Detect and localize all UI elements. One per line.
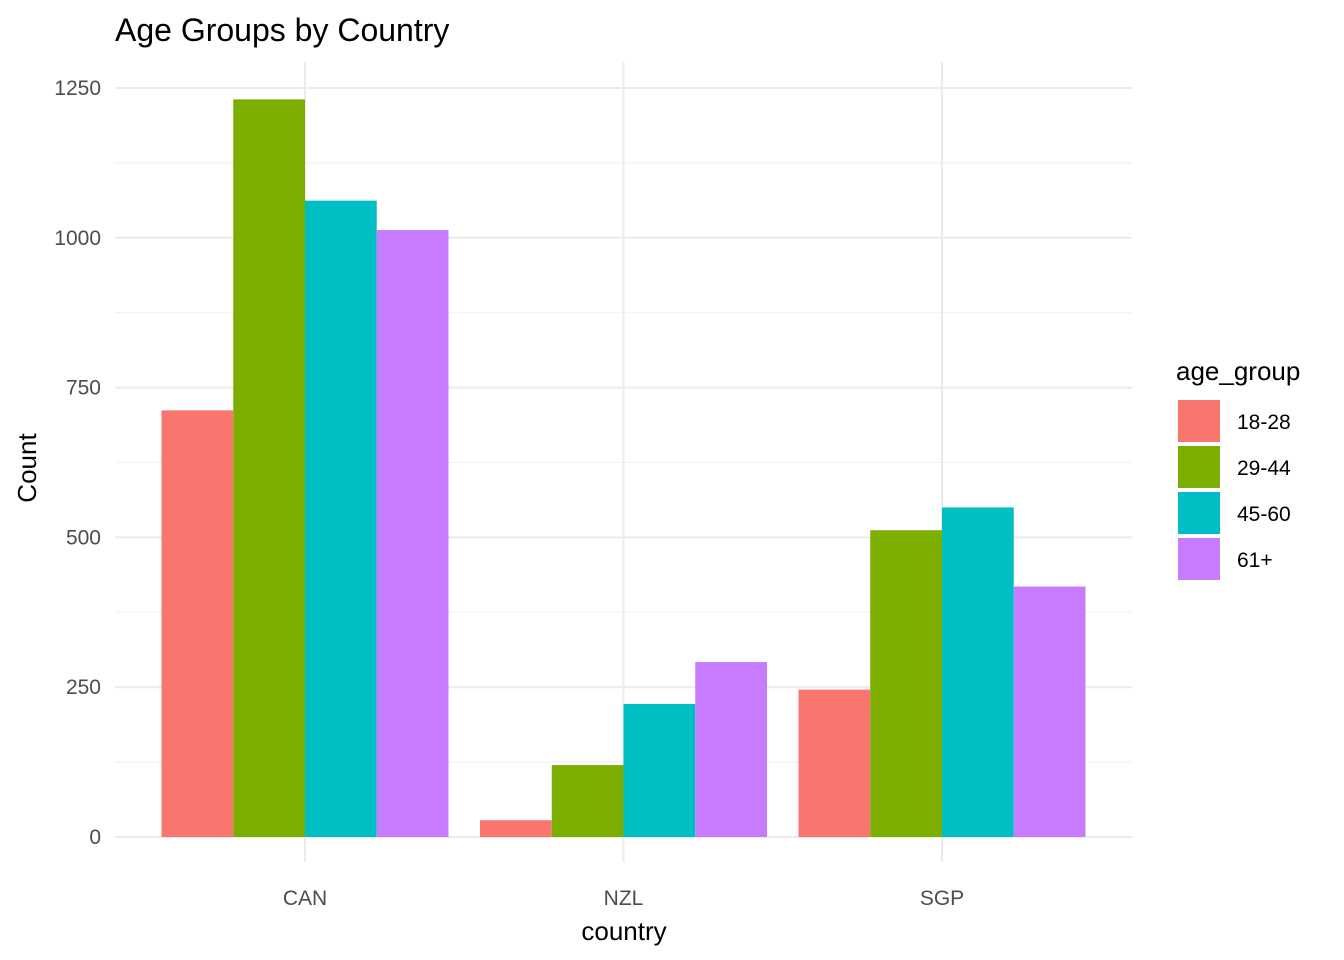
y-tick-label: 0 [89,826,101,849]
y-axis-title: Count [12,433,42,503]
x-tick-label: CAN [283,887,327,910]
bar-sgp-29-44 [870,530,942,837]
bar-can-29-44 [233,99,305,837]
y-tick-label: 1000 [54,227,101,250]
bar-nzl-45-60 [623,703,696,837]
bar-sgp-45-60 [942,507,1014,837]
legend-key [1178,492,1220,534]
x-tick-label: NZL [604,887,644,910]
x-tick-label: SGP [920,887,964,910]
legend-label: 29-44 [1237,457,1291,480]
y-tick-label: 500 [66,526,101,549]
bar-nzl-18-28 [480,820,552,837]
legend: age_group 18-28 29-44 45-60 61+ [1176,356,1300,580]
legend-label: 18-28 [1237,411,1291,434]
legend-key [1178,538,1220,580]
legend-label: 45-60 [1237,503,1291,526]
bar-nzl-61plus [695,662,767,837]
chart-title: Age Groups by Country [115,12,449,48]
bars [161,99,1086,838]
y-tick-label: 750 [66,377,101,400]
y-tick-label: 250 [66,676,101,699]
x-axis-title: country [581,916,666,946]
legend-key [1178,446,1220,488]
bar-nzl-29-44 [551,765,624,837]
y-tick-label: 1250 [54,77,101,100]
y-axis-ticks: 0 250 500 750 1000 1250 [54,77,101,849]
legend-title: age_group [1176,356,1300,386]
bar-can-45-60 [305,200,377,837]
bar-can-18-28 [161,410,234,837]
bar-sgp-61plus [1013,586,1086,837]
x-axis-ticks: CAN NZL SGP [283,887,964,910]
bar-sgp-18-28 [798,689,871,837]
legend-key [1178,400,1220,442]
legend-label: 61+ [1237,549,1273,572]
bar-can-61plus [376,230,449,838]
